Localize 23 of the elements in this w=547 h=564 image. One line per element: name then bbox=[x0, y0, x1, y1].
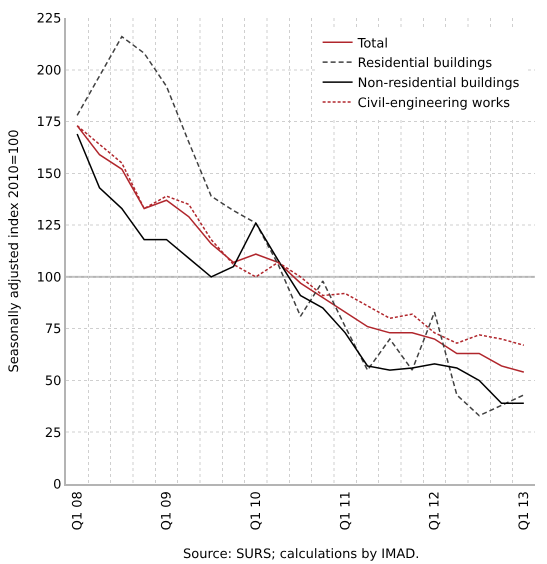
y-tick-label: 50 bbox=[44, 374, 62, 389]
x-tick-label: Q1 10 bbox=[249, 491, 264, 530]
x-tick-label: Q1 08 bbox=[70, 491, 86, 530]
y-axis-title: Seasonally adjusted index 2010=100 bbox=[7, 129, 22, 373]
source-note: Source: SURS; calculations by IMAD. bbox=[183, 547, 420, 562]
line-series bbox=[76, 36, 525, 416]
y-tick-label: 125 bbox=[36, 218, 62, 234]
y-tick-label: 0 bbox=[53, 478, 62, 493]
x-tick-label: Q1 13 bbox=[517, 491, 532, 530]
x-tick-label: Q1 12 bbox=[428, 491, 443, 530]
x-tick-label: Q1 09 bbox=[160, 491, 175, 530]
legend-label: Non-residential buildings bbox=[358, 76, 520, 92]
legend-label: Civil-engineering works bbox=[358, 96, 510, 112]
y-tick-label: 225 bbox=[36, 12, 62, 27]
legend-label: Residential buildings bbox=[358, 56, 492, 72]
y-tick-label: 200 bbox=[36, 63, 62, 78]
y-tick-label: 75 bbox=[44, 322, 62, 338]
y-tick-label: 100 bbox=[36, 270, 62, 286]
y-tick-label: 25 bbox=[44, 426, 62, 441]
y-tick-label: 175 bbox=[36, 115, 62, 130]
x-tick-label: Q1 11 bbox=[338, 491, 354, 530]
y-tick-label: 150 bbox=[36, 166, 62, 182]
legend-label: Total bbox=[356, 36, 388, 52]
